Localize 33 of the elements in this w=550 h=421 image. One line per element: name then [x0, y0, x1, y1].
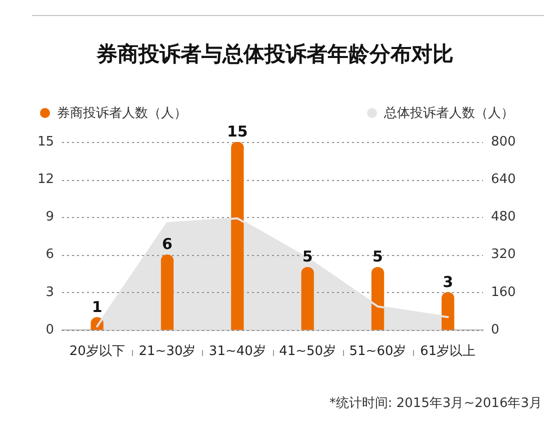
text: *统计时间: 2015年3月~2016年3月: [329, 395, 542, 412]
bar: [231, 142, 244, 330]
bar: [160, 254, 174, 330]
bar: [301, 267, 314, 330]
x-tick-label: 31~40岁: [208, 344, 266, 360]
y2-tick-label: 640: [491, 172, 516, 187]
data-label: 6: [162, 235, 172, 254]
x-tick-label: 41~50岁: [279, 344, 336, 360]
y-tick-label: 3: [46, 284, 54, 300]
x-tick-label: 51~60岁: [349, 344, 406, 360]
data-label: 5: [372, 248, 383, 266]
legend-label: 券商投诉者人数（人）: [57, 105, 187, 122]
data-label: 1: [92, 298, 102, 316]
data-label: 5: [302, 248, 313, 266]
y-tick-label: 6: [46, 247, 54, 262]
y-tick-label: 12: [37, 172, 54, 187]
bar: [442, 292, 454, 330]
y2-tick-label: 160: [491, 284, 516, 300]
x-tick-label: 61岁以上: [420, 344, 476, 360]
y2-tick-label: 800: [491, 134, 516, 150]
data-label: 3: [442, 272, 454, 291]
y-tick-label: 15: [37, 134, 54, 150]
legend-label: 总体投诉者人数（人）: [384, 105, 514, 122]
bar: [371, 267, 384, 330]
chart-title: 券商投诉者与总体投诉者年龄分布对比: [95, 41, 454, 67]
x-tick-label: 20岁以下: [69, 344, 125, 360]
y2-tick-label: 320: [491, 247, 516, 262]
y-tick-label: 9: [46, 210, 54, 225]
y2-tick-label: 0: [491, 322, 500, 338]
y-tick-label: 0: [46, 322, 54, 338]
data-label: 15: [226, 122, 248, 140]
y2-tick-label: 480: [491, 210, 516, 225]
x-tick-label: 21~30岁: [138, 344, 196, 360]
